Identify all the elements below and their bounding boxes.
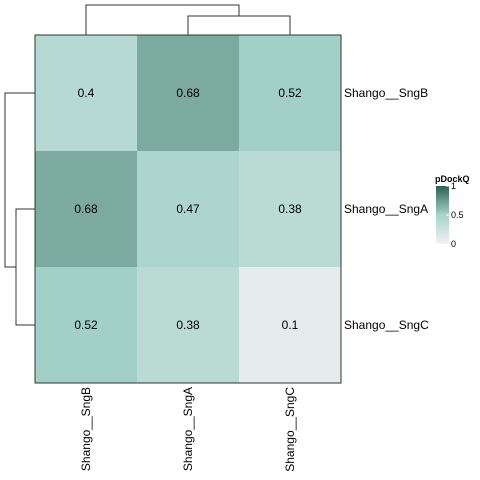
row-label: Shango__SngB [344, 86, 428, 100]
row-label: Shango__SngA [344, 202, 428, 216]
row-dendrogram [4, 92, 35, 326]
legend-title: pDockQ [435, 174, 470, 184]
cell-value-label: 0.47 [176, 202, 200, 216]
heatmap-cell [137, 267, 239, 383]
row-label: Shango__SngC [344, 318, 429, 332]
legend-color-bar [436, 186, 449, 244]
heatmap-cell [239, 267, 341, 383]
cell-value-label: 0.68 [176, 86, 200, 100]
cell-value-label: 0.38 [176, 318, 200, 332]
heatmap-cell [137, 35, 239, 151]
cell-value-label: 0.1 [282, 318, 299, 332]
cell-value-label: 0.68 [74, 202, 98, 216]
heatmap-cell [137, 151, 239, 267]
column-label: Shango__SngB [79, 387, 93, 471]
cell-value-label: 0.52 [278, 86, 302, 100]
legend: pDockQ 10.50 [435, 174, 470, 249]
legend-tick-label: 1 [451, 181, 456, 191]
heatmap-cells: 0.4 0.68 0.52 0.68 0.47 0.38 0.52 0.38 0.1 [35, 35, 341, 383]
column-dendrogram [85, 4, 291, 35]
cell-value-label: 0.52 [74, 318, 98, 332]
column-labels: Shango__SngB Shango__SngA Shango__SngC [79, 387, 297, 472]
heatmap-cell [35, 151, 137, 267]
legend-tick-label: 0.5 [451, 210, 464, 220]
column-dendrogram-link [187, 15, 291, 35]
row-dendrogram-link [15, 208, 35, 326]
column-label: Shango__SngC [283, 387, 297, 472]
cell-value-label: 0.38 [278, 202, 302, 216]
legend-ticks: 10.50 [446, 181, 464, 249]
row-dendrogram-link [4, 92, 35, 268]
cell-value-label: 0.4 [78, 86, 95, 100]
row-labels: Shango__SngB Shango__SngA Shango__SngC [344, 86, 429, 332]
legend-tick-label: 0 [451, 239, 456, 249]
heatmap-cell [35, 267, 137, 383]
heatmap-border [34, 34, 342, 384]
heatmap-cell [35, 35, 137, 151]
column-label: Shango__SngA [181, 387, 195, 471]
heatmap-cell [239, 151, 341, 267]
heatmap-cell [239, 35, 341, 151]
column-dendrogram-link [85, 4, 240, 35]
